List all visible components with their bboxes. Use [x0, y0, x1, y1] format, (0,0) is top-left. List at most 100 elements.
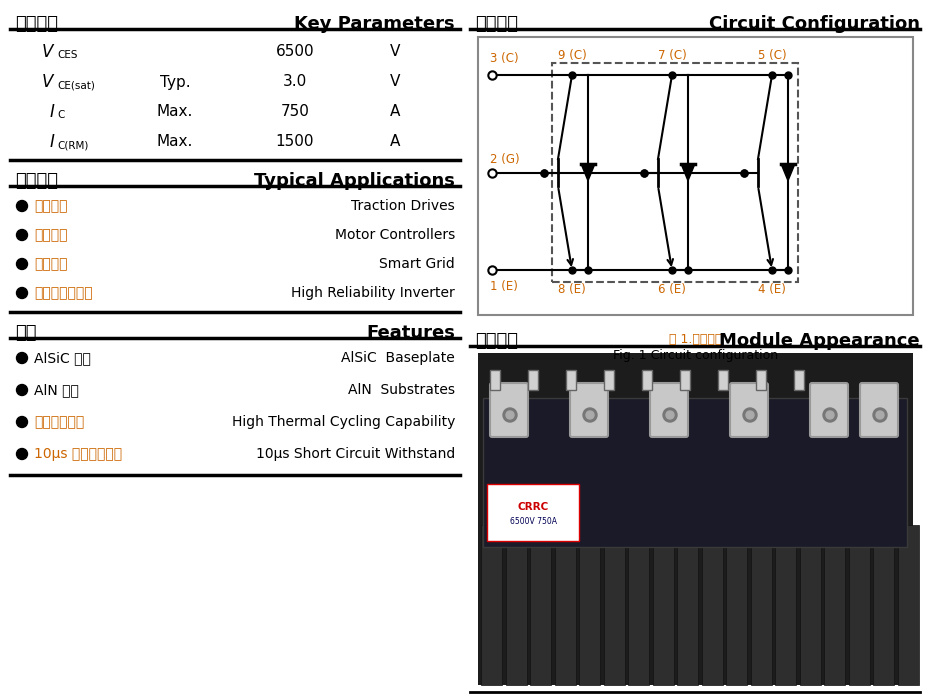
Circle shape [17, 384, 28, 395]
FancyBboxPatch shape [528, 370, 538, 390]
Text: Motor Controllers: Motor Controllers [335, 228, 455, 242]
Text: 电路结构: 电路结构 [475, 15, 518, 33]
Text: V: V [390, 45, 400, 60]
FancyBboxPatch shape [570, 383, 608, 437]
Text: 3 (C): 3 (C) [490, 52, 519, 65]
Text: Key Parameters: Key Parameters [295, 15, 455, 33]
Text: 9 (C): 9 (C) [558, 49, 587, 62]
Circle shape [666, 411, 674, 419]
Text: 6500V 750A: 6500V 750A [510, 517, 556, 526]
Text: AlN  Substrates: AlN Substrates [348, 383, 455, 397]
FancyBboxPatch shape [554, 525, 576, 685]
Text: 特点: 特点 [15, 324, 36, 342]
FancyBboxPatch shape [848, 525, 870, 685]
Text: $\it{I}$: $\it{I}$ [48, 133, 55, 151]
Text: Max.: Max. [157, 134, 193, 150]
Text: CE(sat): CE(sat) [57, 80, 95, 90]
FancyBboxPatch shape [810, 383, 848, 437]
Circle shape [503, 408, 517, 422]
Text: Module Appearance: Module Appearance [720, 332, 920, 350]
FancyBboxPatch shape [628, 525, 649, 685]
FancyBboxPatch shape [860, 383, 898, 437]
Text: Typ.: Typ. [160, 74, 191, 90]
Text: 2 (G): 2 (G) [490, 153, 520, 167]
FancyBboxPatch shape [579, 525, 600, 685]
Text: 6500: 6500 [275, 45, 314, 60]
FancyBboxPatch shape [873, 525, 894, 685]
Text: Fig. 1 Circuit configuration: Fig. 1 Circuit configuration [613, 349, 778, 362]
Text: AlSiC  Baseplate: AlSiC Baseplate [341, 351, 455, 365]
Circle shape [17, 353, 28, 363]
Circle shape [823, 408, 837, 422]
Text: AlN 村板: AlN 村板 [34, 383, 79, 397]
FancyBboxPatch shape [566, 370, 576, 390]
Text: Circuit Configuration: Circuit Configuration [709, 15, 920, 33]
Circle shape [826, 411, 834, 419]
FancyBboxPatch shape [653, 525, 673, 685]
Text: Features: Features [366, 324, 455, 342]
Text: C: C [57, 110, 64, 120]
Circle shape [17, 288, 28, 298]
Text: Typical Applications: Typical Applications [254, 172, 455, 190]
Text: C(RM): C(RM) [57, 140, 88, 150]
Text: 高可靠性逆变器: 高可靠性逆变器 [34, 286, 93, 300]
Text: 图 1.电路结构: 图 1.电路结构 [669, 333, 723, 346]
Circle shape [17, 230, 28, 241]
FancyBboxPatch shape [604, 525, 625, 685]
Text: 8 (E): 8 (E) [558, 283, 586, 296]
Polygon shape [682, 164, 695, 181]
Circle shape [506, 411, 514, 419]
Circle shape [663, 408, 677, 422]
Text: 模块外形: 模块外形 [475, 332, 518, 350]
Text: 1 (E): 1 (E) [490, 280, 518, 293]
Circle shape [17, 200, 28, 211]
Text: $\it{I}$: $\it{I}$ [48, 103, 55, 121]
Circle shape [743, 408, 757, 422]
FancyBboxPatch shape [800, 525, 820, 685]
FancyBboxPatch shape [506, 525, 526, 685]
Text: 10μs Short Circuit Withstand: 10μs Short Circuit Withstand [256, 447, 455, 461]
FancyBboxPatch shape [751, 525, 772, 685]
Text: 6 (E): 6 (E) [658, 283, 686, 296]
Text: 智能电网: 智能电网 [34, 257, 68, 271]
FancyBboxPatch shape [481, 525, 502, 685]
FancyBboxPatch shape [824, 525, 845, 685]
Text: A: A [390, 104, 400, 120]
Text: 关键参数: 关键参数 [15, 15, 58, 33]
Text: 1500: 1500 [276, 134, 314, 150]
FancyBboxPatch shape [677, 525, 698, 685]
Text: $\it{V}$: $\it{V}$ [41, 73, 55, 91]
FancyBboxPatch shape [897, 525, 919, 685]
Text: 4 (E): 4 (E) [758, 283, 786, 296]
Text: Smart Grid: Smart Grid [379, 257, 455, 271]
Circle shape [876, 411, 884, 419]
Text: 7 (C): 7 (C) [658, 49, 686, 62]
FancyBboxPatch shape [701, 525, 723, 685]
Circle shape [17, 449, 28, 459]
Circle shape [583, 408, 597, 422]
FancyBboxPatch shape [478, 353, 913, 685]
FancyBboxPatch shape [730, 383, 768, 437]
Text: CES: CES [57, 50, 77, 60]
Text: 3.0: 3.0 [283, 74, 307, 90]
FancyBboxPatch shape [642, 370, 652, 390]
FancyBboxPatch shape [530, 525, 551, 685]
Circle shape [17, 258, 28, 270]
FancyBboxPatch shape [794, 370, 804, 390]
Text: High Reliability Inverter: High Reliability Inverter [291, 286, 455, 300]
Circle shape [586, 411, 594, 419]
Circle shape [17, 416, 28, 428]
Text: 5 (C): 5 (C) [758, 49, 786, 62]
Text: High Thermal Cycling Capability: High Thermal Cycling Capability [232, 415, 455, 429]
Text: CRRC: CRRC [517, 502, 549, 512]
Text: 电机控制: 电机控制 [34, 228, 68, 242]
Polygon shape [781, 164, 795, 181]
Text: 典型应用: 典型应用 [15, 172, 58, 190]
FancyBboxPatch shape [726, 525, 747, 685]
FancyBboxPatch shape [487, 484, 579, 541]
FancyBboxPatch shape [680, 370, 690, 390]
Text: 10μs 短路承受能力: 10μs 短路承受能力 [34, 447, 122, 461]
Text: 高热循环能力: 高热循环能力 [34, 415, 85, 429]
Text: Traction Drives: Traction Drives [352, 199, 455, 213]
FancyBboxPatch shape [775, 525, 796, 685]
